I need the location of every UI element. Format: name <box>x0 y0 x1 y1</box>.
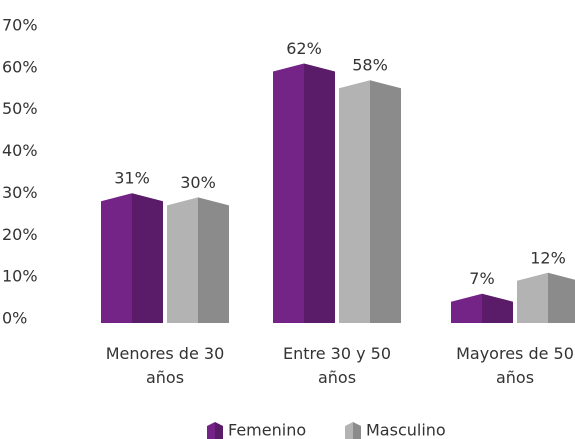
bar-shade <box>482 293 513 323</box>
bar-face-right <box>132 193 163 323</box>
bar-face-right <box>548 272 575 323</box>
legend-swatch <box>353 422 361 439</box>
bar-face-left <box>273 63 304 323</box>
y-tick-label: 60% <box>2 57 38 76</box>
bar-shade <box>370 80 401 323</box>
y-tick-label: 30% <box>2 183 38 202</box>
bar-shade <box>304 63 335 323</box>
legend-label: Masculino <box>366 421 446 439</box>
legend-label: Femenino <box>228 421 306 439</box>
x-tick-label: Entre 30 y 50 años <box>282 344 392 387</box>
x-tick-label: Mayores de 50 años <box>456 344 574 387</box>
value-label: 7% <box>469 269 494 288</box>
bar-shade <box>132 193 163 323</box>
bar <box>167 197 229 323</box>
y-tick-label: 20% <box>2 225 38 244</box>
bar-face-right <box>304 63 335 323</box>
x-tick-label: Menores de 30 años <box>105 344 225 387</box>
legend-swatch-shade <box>215 422 223 439</box>
value-label: 30% <box>180 173 216 192</box>
y-tick-label: 70% <box>2 16 38 35</box>
bar-face-right <box>198 197 229 323</box>
bar-face-left <box>101 193 132 323</box>
legend-swatch <box>207 422 215 439</box>
bar-shade <box>198 197 229 323</box>
bar-face-left <box>167 197 198 323</box>
y-tick-label: 10% <box>2 267 38 286</box>
legend-swatch <box>345 422 353 439</box>
bar <box>273 63 335 323</box>
value-label: 31% <box>114 169 150 188</box>
value-label: 12% <box>530 248 566 267</box>
bar-face-right <box>482 293 513 323</box>
bar-face-left <box>517 272 548 323</box>
value-label: 62% <box>286 39 322 58</box>
legend-swatch <box>215 422 223 439</box>
bar <box>451 293 513 323</box>
bar <box>517 272 575 323</box>
bar-face-right <box>370 80 401 323</box>
bar-face-left <box>339 80 370 323</box>
value-label: 58% <box>352 56 388 75</box>
y-tick-label: 50% <box>2 99 38 118</box>
y-tick-label: 0% <box>2 309 27 328</box>
bar-shade <box>548 272 575 323</box>
bar-face-left <box>451 293 482 323</box>
bar <box>101 193 163 323</box>
legend-swatch-shade <box>353 422 361 439</box>
y-tick-label: 40% <box>2 141 38 160</box>
bar <box>339 80 401 323</box>
